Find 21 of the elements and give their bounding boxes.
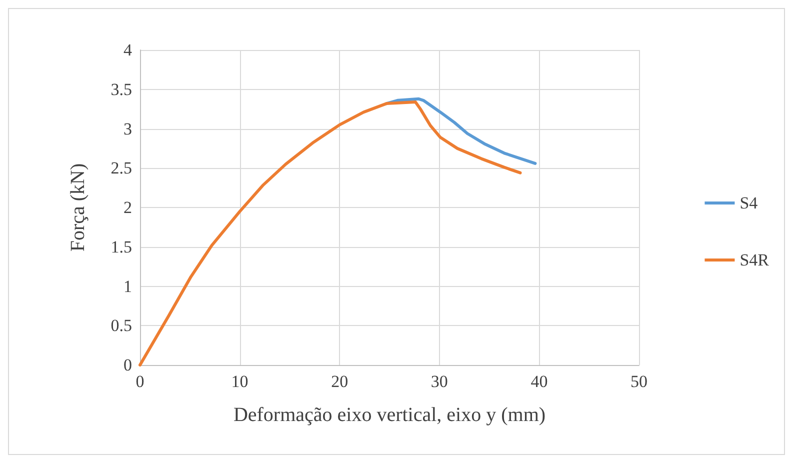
legend-label: S4 [740, 194, 758, 212]
y-tick-label: 2 [124, 198, 132, 217]
legend-label: S4R [740, 250, 770, 270]
y-axis-title: Força (kN) [67, 163, 89, 252]
y-tick-label: 1.5 [110, 237, 132, 256]
x-tick-label: 40 [530, 372, 548, 391]
line-series [385, 97, 537, 165]
y-tick-label: 3 [124, 119, 132, 138]
line-series [138, 100, 522, 366]
y-tick-label: 2.5 [110, 158, 132, 178]
y-tick-label: 0.5 [110, 316, 132, 336]
x-tick-label: 30 [430, 372, 448, 391]
x-tick-label: 20 [331, 372, 348, 391]
x-tick-label: 50 [630, 372, 648, 391]
x-tick-label: 10 [231, 372, 248, 391]
y-tick-label: 4 [124, 40, 132, 60]
x-axis-title: Deformação eixo vertical, eixo y (mm) [233, 404, 546, 426]
y-tick-label: 0 [124, 356, 132, 374]
y-tick-label: 3.5 [110, 80, 132, 99]
x-tick-label: 0 [136, 372, 144, 391]
y-tick-label: 1 [124, 276, 132, 296]
